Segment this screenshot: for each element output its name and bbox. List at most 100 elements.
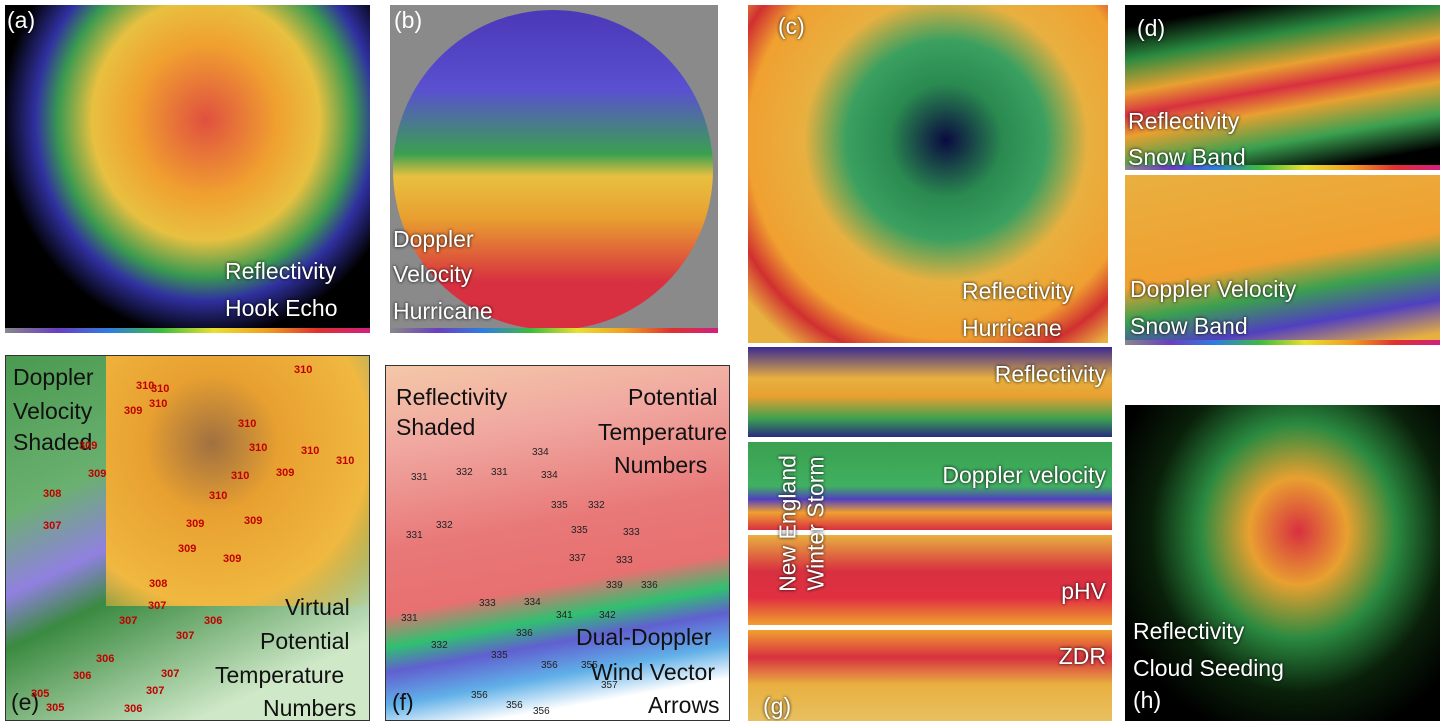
panel-letter: (h)	[1133, 689, 1161, 712]
color-bar	[5, 328, 370, 333]
number-label: 356	[506, 701, 523, 711]
strip-label: Reflectivity	[995, 363, 1106, 386]
number-label: 331	[411, 473, 428, 483]
label: Hurricane	[393, 300, 493, 323]
number-label: 356	[533, 707, 550, 717]
number-label: 356	[541, 661, 558, 671]
label: Doppler Velocity	[1130, 278, 1296, 301]
number-label: 306	[96, 654, 114, 665]
number-label: 310	[336, 456, 354, 467]
label: Cloud Seeding	[1133, 657, 1284, 680]
number-label: 309	[88, 469, 106, 480]
panel-a: (a) Reflectivity Hook Echo	[5, 5, 370, 333]
label: Reflectivity	[962, 280, 1073, 303]
number-label: 357	[601, 681, 618, 691]
panel-e: Doppler Velocity Shaded Virtual Potentia…	[5, 355, 370, 721]
label: Potential	[628, 386, 718, 409]
number-label: 310	[238, 419, 256, 430]
number-label: 305	[46, 703, 64, 714]
number-label: 332	[456, 468, 473, 478]
number-label: 309	[223, 554, 241, 565]
label: Velocity	[13, 400, 92, 423]
label: Reflectivity	[1128, 110, 1239, 133]
number-label: 309	[244, 516, 262, 527]
number-label: 307	[148, 601, 166, 612]
strip-label: Doppler velocity	[942, 464, 1106, 487]
number-label: 335	[571, 526, 588, 536]
number-label: 310	[301, 446, 319, 457]
label: Velocity	[393, 263, 472, 286]
strip: ZDR (g)	[748, 630, 1112, 721]
number-label: 307	[119, 616, 137, 627]
number-label: 337	[569, 554, 586, 564]
number-label: 333	[479, 599, 496, 609]
label: Snow Band	[1128, 146, 1246, 169]
panel-b: (b) Doppler Velocity Hurricane	[390, 5, 718, 333]
panel-g: Reflectivity Doppler velocity pHV ZDR (g…	[748, 347, 1112, 721]
number-label: 339	[606, 581, 623, 591]
panel-h: Reflectivity Cloud Seeding (h)	[1125, 405, 1440, 721]
number-label: 310	[209, 491, 227, 502]
number-label: 310	[231, 471, 249, 482]
panel-letter: (a)	[7, 9, 35, 32]
label: Dual-Doppler	[576, 626, 712, 649]
number-label: 331	[491, 468, 508, 478]
side-label: New England	[777, 444, 800, 604]
number-label: 334	[532, 448, 549, 458]
number-label: 331	[406, 531, 423, 541]
label: Potential	[260, 630, 350, 653]
label: Arrows	[648, 694, 720, 717]
number-label: 332	[431, 641, 448, 651]
number-label: 336	[641, 581, 658, 591]
panel-letter: (b)	[394, 9, 422, 32]
number-label: 305	[31, 689, 49, 700]
number-label: 306	[73, 671, 91, 682]
figure: (a) Reflectivity Hook Echo (b) Doppler V…	[0, 0, 1445, 721]
number-label: 332	[588, 501, 605, 511]
color-bar	[1125, 340, 1440, 345]
number-label: 335	[551, 501, 568, 511]
number-label: 306	[124, 704, 142, 715]
number-label: 309	[276, 468, 294, 479]
number-label: 333	[616, 556, 633, 566]
number-label: 310	[151, 384, 169, 395]
label: Virtual	[285, 596, 350, 619]
label: Snow Band	[1130, 315, 1248, 338]
number-label: 308	[43, 489, 61, 500]
strip-label: ZDR	[1059, 645, 1106, 668]
number-label: 331	[401, 614, 418, 624]
number-label: 306	[204, 616, 222, 627]
panel-letter: (f)	[392, 691, 414, 714]
number-label: 335	[491, 651, 508, 661]
number-label: 307	[176, 631, 194, 642]
panel-d-top: (d) Reflectivity Snow Band	[1125, 5, 1440, 170]
label: Numbers	[614, 454, 707, 477]
number-label: 309	[79, 441, 97, 452]
number-label: 309	[178, 544, 196, 555]
color-bar	[390, 328, 718, 333]
number-label: 307	[43, 521, 61, 532]
label: Doppler	[13, 366, 94, 389]
number-label: 342	[599, 611, 616, 621]
number-label: 310	[249, 443, 267, 454]
number-label: 336	[516, 629, 533, 639]
number-label: 308	[149, 579, 167, 590]
panel-c: (c) Reflectivity Hurricane	[748, 5, 1108, 343]
label: Temperature	[215, 664, 344, 687]
panel-d-bottom: Doppler Velocity Snow Band	[1125, 175, 1440, 345]
label: Reflectivity	[396, 386, 507, 409]
panel-letter: (d)	[1137, 17, 1165, 40]
number-label: 355	[581, 661, 598, 671]
label: Numbers	[263, 697, 356, 720]
number-label: 309	[186, 519, 204, 530]
number-label: 334	[541, 471, 558, 481]
label: Hurricane	[962, 317, 1062, 340]
label: Shaded	[396, 416, 475, 439]
label: Temperature	[598, 421, 727, 444]
panel-f: Reflectivity Shaded Potential Temperatur…	[385, 365, 730, 721]
number-label: 309	[124, 406, 142, 417]
number-label: 307	[161, 669, 179, 680]
strip: Reflectivity	[748, 347, 1112, 437]
panel-letter: (c)	[778, 15, 805, 38]
label: Reflectivity	[225, 260, 336, 283]
